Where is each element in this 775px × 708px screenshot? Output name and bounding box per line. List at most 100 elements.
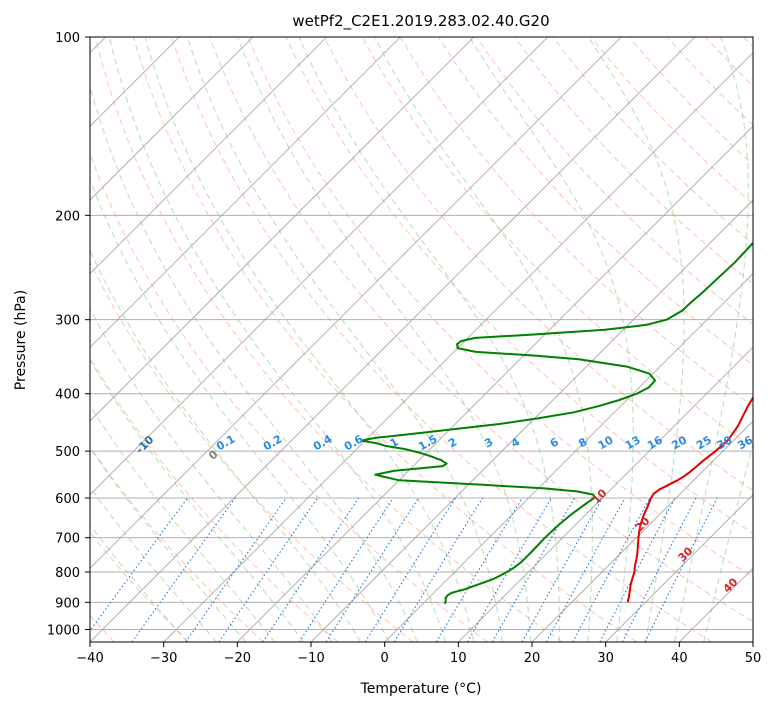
moist-adiabat-line	[237, 37, 532, 642]
x-tick-label: 50	[745, 651, 762, 666]
y-tick-label: 200	[55, 209, 80, 224]
mixing-ratio-label: 0.6	[342, 432, 366, 453]
isotherm-line	[458, 346, 753, 642]
isotherm-line	[90, 37, 696, 642]
mixing-ratio-line	[364, 497, 456, 642]
y-tick-label: 900	[55, 596, 80, 611]
y-tick-label: 100	[55, 31, 80, 46]
isotherm-line	[605, 494, 753, 642]
moist-adiabat-line	[674, 37, 749, 642]
skewed-isotherms	[90, 37, 753, 642]
y-tick-label: 600	[55, 492, 80, 507]
mixing-ratio-line	[644, 497, 718, 642]
isotherm-line	[90, 37, 327, 275]
moist-adiabat-line	[703, 441, 753, 642]
mixing-ratio-line	[325, 497, 419, 642]
moist-adiabat-line	[90, 524, 188, 642]
mixing-ratio-line	[393, 497, 483, 642]
y-tick-label: 800	[55, 566, 80, 581]
moist-adiabat-label: 10	[590, 486, 610, 506]
x-axis-label: Temperature (°C)	[360, 681, 482, 697]
moist-adiabat-line	[90, 404, 276, 642]
pressure-gridlines	[90, 37, 753, 630]
x-tick-label: −10	[297, 651, 324, 666]
dry-adiabat-label: -10	[133, 433, 156, 456]
dry-adiabat-line	[94, 37, 563, 642]
moist-adiabat-line	[144, 37, 475, 642]
mixing-ratio-label: 20	[669, 433, 689, 452]
mixing-ratio-label: 13	[623, 433, 643, 452]
moist-adiabat-line	[587, 37, 685, 642]
dry-adiabat-line	[90, 356, 339, 642]
isotherm-line	[90, 37, 401, 348]
moist-adiabat-line	[108, 37, 446, 642]
mixing-ratio-label: 10	[596, 433, 616, 452]
isotherm-line	[531, 420, 753, 642]
dry-adiabat-line	[132, 37, 638, 642]
x-tick-label: −30	[150, 651, 177, 666]
moist-adiabat-label: 30	[676, 544, 696, 564]
chart-title: wetPf2_C2E1.2019.283.02.40.G20	[292, 12, 549, 31]
isotherm-line	[384, 273, 753, 642]
dry-adiabat-line	[743, 37, 753, 48]
moist-adiabat-line	[90, 84, 418, 642]
mixing-ratio-label: 0.2	[261, 432, 284, 453]
y-tick-label: 400	[55, 388, 80, 403]
x-tick-label: 30	[597, 651, 614, 666]
moist-adiabat-line	[90, 249, 362, 642]
isotherm-line	[90, 37, 548, 496]
mixing-ratio-label: 3	[482, 435, 495, 450]
moist-adiabat-line	[90, 447, 247, 642]
y-tick-label: 1000	[47, 623, 80, 638]
moist-adiabat-line	[90, 178, 390, 642]
dry-adiabat-line	[247, 37, 753, 578]
mixing-ratio-line	[90, 497, 189, 632]
isotherm-line	[752, 641, 753, 642]
mixing-ratio-line	[545, 497, 626, 642]
temperature-profile	[626, 395, 753, 603]
isotherm-line	[90, 37, 622, 569]
mixing-ratio-line	[262, 497, 360, 642]
y-tick-label: 500	[55, 445, 80, 460]
mixing-ratio-label: 0.1	[214, 432, 237, 453]
dry-adiabat-line	[476, 37, 753, 325]
profile-series	[360, 241, 753, 605]
mixing-ratio-line	[599, 497, 676, 642]
moist-adiabat-line	[374, 37, 593, 642]
moist-adiabat-line	[186, 37, 503, 642]
mixing-ratio-label: 0.4	[311, 432, 335, 453]
moist-adiabat-line	[90, 358, 304, 642]
mixing-ratio-label: 4	[509, 435, 522, 450]
mixing-ratio-line	[131, 497, 236, 642]
dry-adiabat-line	[552, 37, 753, 245]
mixing-ratio-label: 2	[446, 435, 459, 450]
mixing-ratio-label: 36	[735, 433, 755, 452]
moist-adiabat-line	[90, 486, 217, 642]
dry-adiabat-line	[90, 152, 488, 642]
dry-adiabat-line	[514, 37, 753, 285]
mixing-ratio-label: 25	[694, 433, 714, 452]
dry-adiabat-line	[90, 446, 264, 642]
dry-adiabat-line	[285, 37, 753, 535]
dry-adiabat-line	[704, 37, 753, 87]
plot-frame	[89, 36, 754, 643]
y-axis-label: Pressure (hPa)	[13, 290, 29, 390]
isotherm-line	[90, 37, 475, 422]
mixing-ratio-line	[621, 497, 697, 642]
x-tick-label: 10	[450, 651, 467, 666]
x-tick-label: −40	[76, 651, 103, 666]
axes-ticks: −40 −30 −20 −10 0 10 20 30 40 50 100 200 300 400 500 60…	[47, 31, 761, 666]
isotherm-line	[237, 125, 753, 642]
y-tick-label: 300	[55, 314, 80, 329]
moist-adiabat-line	[90, 308, 333, 642]
y-tick-label: 700	[55, 532, 80, 547]
mixing-ratio-line	[435, 497, 523, 642]
moist-adiabats	[90, 37, 753, 642]
x-tick-label: 40	[671, 651, 688, 666]
mixing-ratio-label: 1.5	[416, 432, 439, 453]
x-tick-label: 0	[381, 651, 389, 666]
dry-adiabat-line	[323, 37, 753, 491]
mixing-ratio-lines	[90, 497, 718, 642]
mixing-ratio-line	[572, 497, 651, 642]
